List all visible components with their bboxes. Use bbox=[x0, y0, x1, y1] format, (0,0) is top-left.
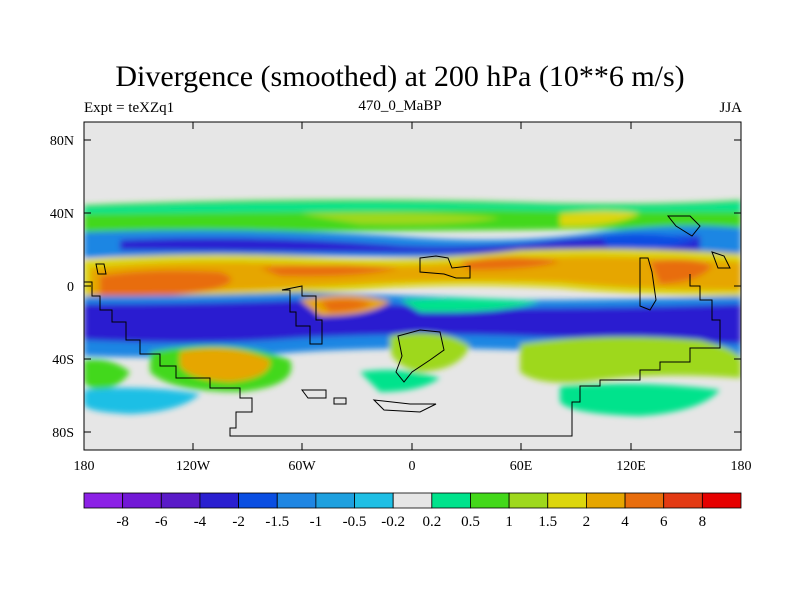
x-tick-label: 120W bbox=[176, 459, 211, 474]
colorbar-swatch bbox=[276, 492, 317, 509]
colorbar-swatch bbox=[431, 492, 471, 509]
colorbar-label: 0.2 bbox=[422, 514, 441, 530]
run-label: 470_0_MaBP bbox=[358, 98, 442, 114]
colorbar-label: -1.5 bbox=[265, 514, 289, 530]
colorbar-swatch bbox=[392, 492, 433, 509]
colorbar-swatch bbox=[624, 492, 665, 509]
axis-ticks bbox=[84, 122, 741, 450]
colorbar-label: -2 bbox=[232, 514, 245, 530]
x-tick-label: 120E bbox=[616, 459, 646, 474]
colorbar-swatch bbox=[315, 492, 355, 509]
x-tick-label: 60W bbox=[288, 459, 316, 474]
season-label: JJA bbox=[719, 100, 742, 116]
y-tick-label: 80S bbox=[52, 426, 74, 441]
colorbar-swatch bbox=[199, 492, 239, 509]
colorbar-label: 1 bbox=[505, 514, 513, 530]
colorbar-swatch bbox=[354, 492, 394, 509]
colorbar-label: -4 bbox=[194, 514, 207, 530]
colorbar-label: -0.2 bbox=[381, 514, 405, 530]
colorbar-label: -6 bbox=[155, 514, 168, 530]
colorbar-label: -8 bbox=[116, 514, 129, 530]
colorbar-swatch bbox=[547, 492, 587, 509]
y-tick-label: 40N bbox=[50, 207, 74, 222]
divergence-field bbox=[84, 122, 741, 450]
colorbar-label: -0.5 bbox=[343, 514, 367, 530]
x-tick-label: 0 bbox=[409, 459, 416, 474]
colorbar-swatch bbox=[663, 492, 703, 509]
colorbar-label: 1.5 bbox=[538, 514, 557, 530]
x-tick-label: 180 bbox=[74, 459, 95, 474]
colorbar-swatch bbox=[470, 492, 510, 509]
x-tick-label: 180 bbox=[731, 459, 752, 474]
colorbar: -8 -6 -4 -2 -1.5 -1 -0.5 -0.2 0.2 0.5 1 1.5 2 4 6 8 bbox=[83, 492, 742, 530]
experiment-label: Expt = teXZq1 bbox=[84, 100, 175, 116]
colorbar-label: 4 bbox=[621, 514, 629, 530]
colorbar-swatch bbox=[508, 492, 549, 509]
colorbar-swatch bbox=[122, 492, 162, 509]
y-tick-label: 80N bbox=[50, 134, 74, 149]
y-tick-label: 40S bbox=[52, 353, 74, 368]
y-tick-label: 0 bbox=[67, 280, 74, 295]
colorbar-label: -1 bbox=[310, 514, 323, 530]
colorbar-swatch bbox=[238, 492, 278, 509]
colorbar-swatch bbox=[83, 492, 124, 509]
plot-title: Divergence (smoothed) at 200 hPa (10**6 … bbox=[115, 60, 685, 93]
colorbar-label: 8 bbox=[699, 514, 707, 530]
coastlines bbox=[84, 215, 731, 437]
colorbar-label: 0.5 bbox=[461, 514, 480, 530]
colorbar-label: 6 bbox=[660, 514, 668, 530]
colorbar-swatch bbox=[701, 492, 742, 509]
colorbar-swatch bbox=[586, 492, 626, 509]
colorbar-label: 2 bbox=[583, 514, 591, 530]
colorbar-swatch bbox=[160, 492, 201, 509]
x-tick-label: 60E bbox=[510, 459, 533, 474]
